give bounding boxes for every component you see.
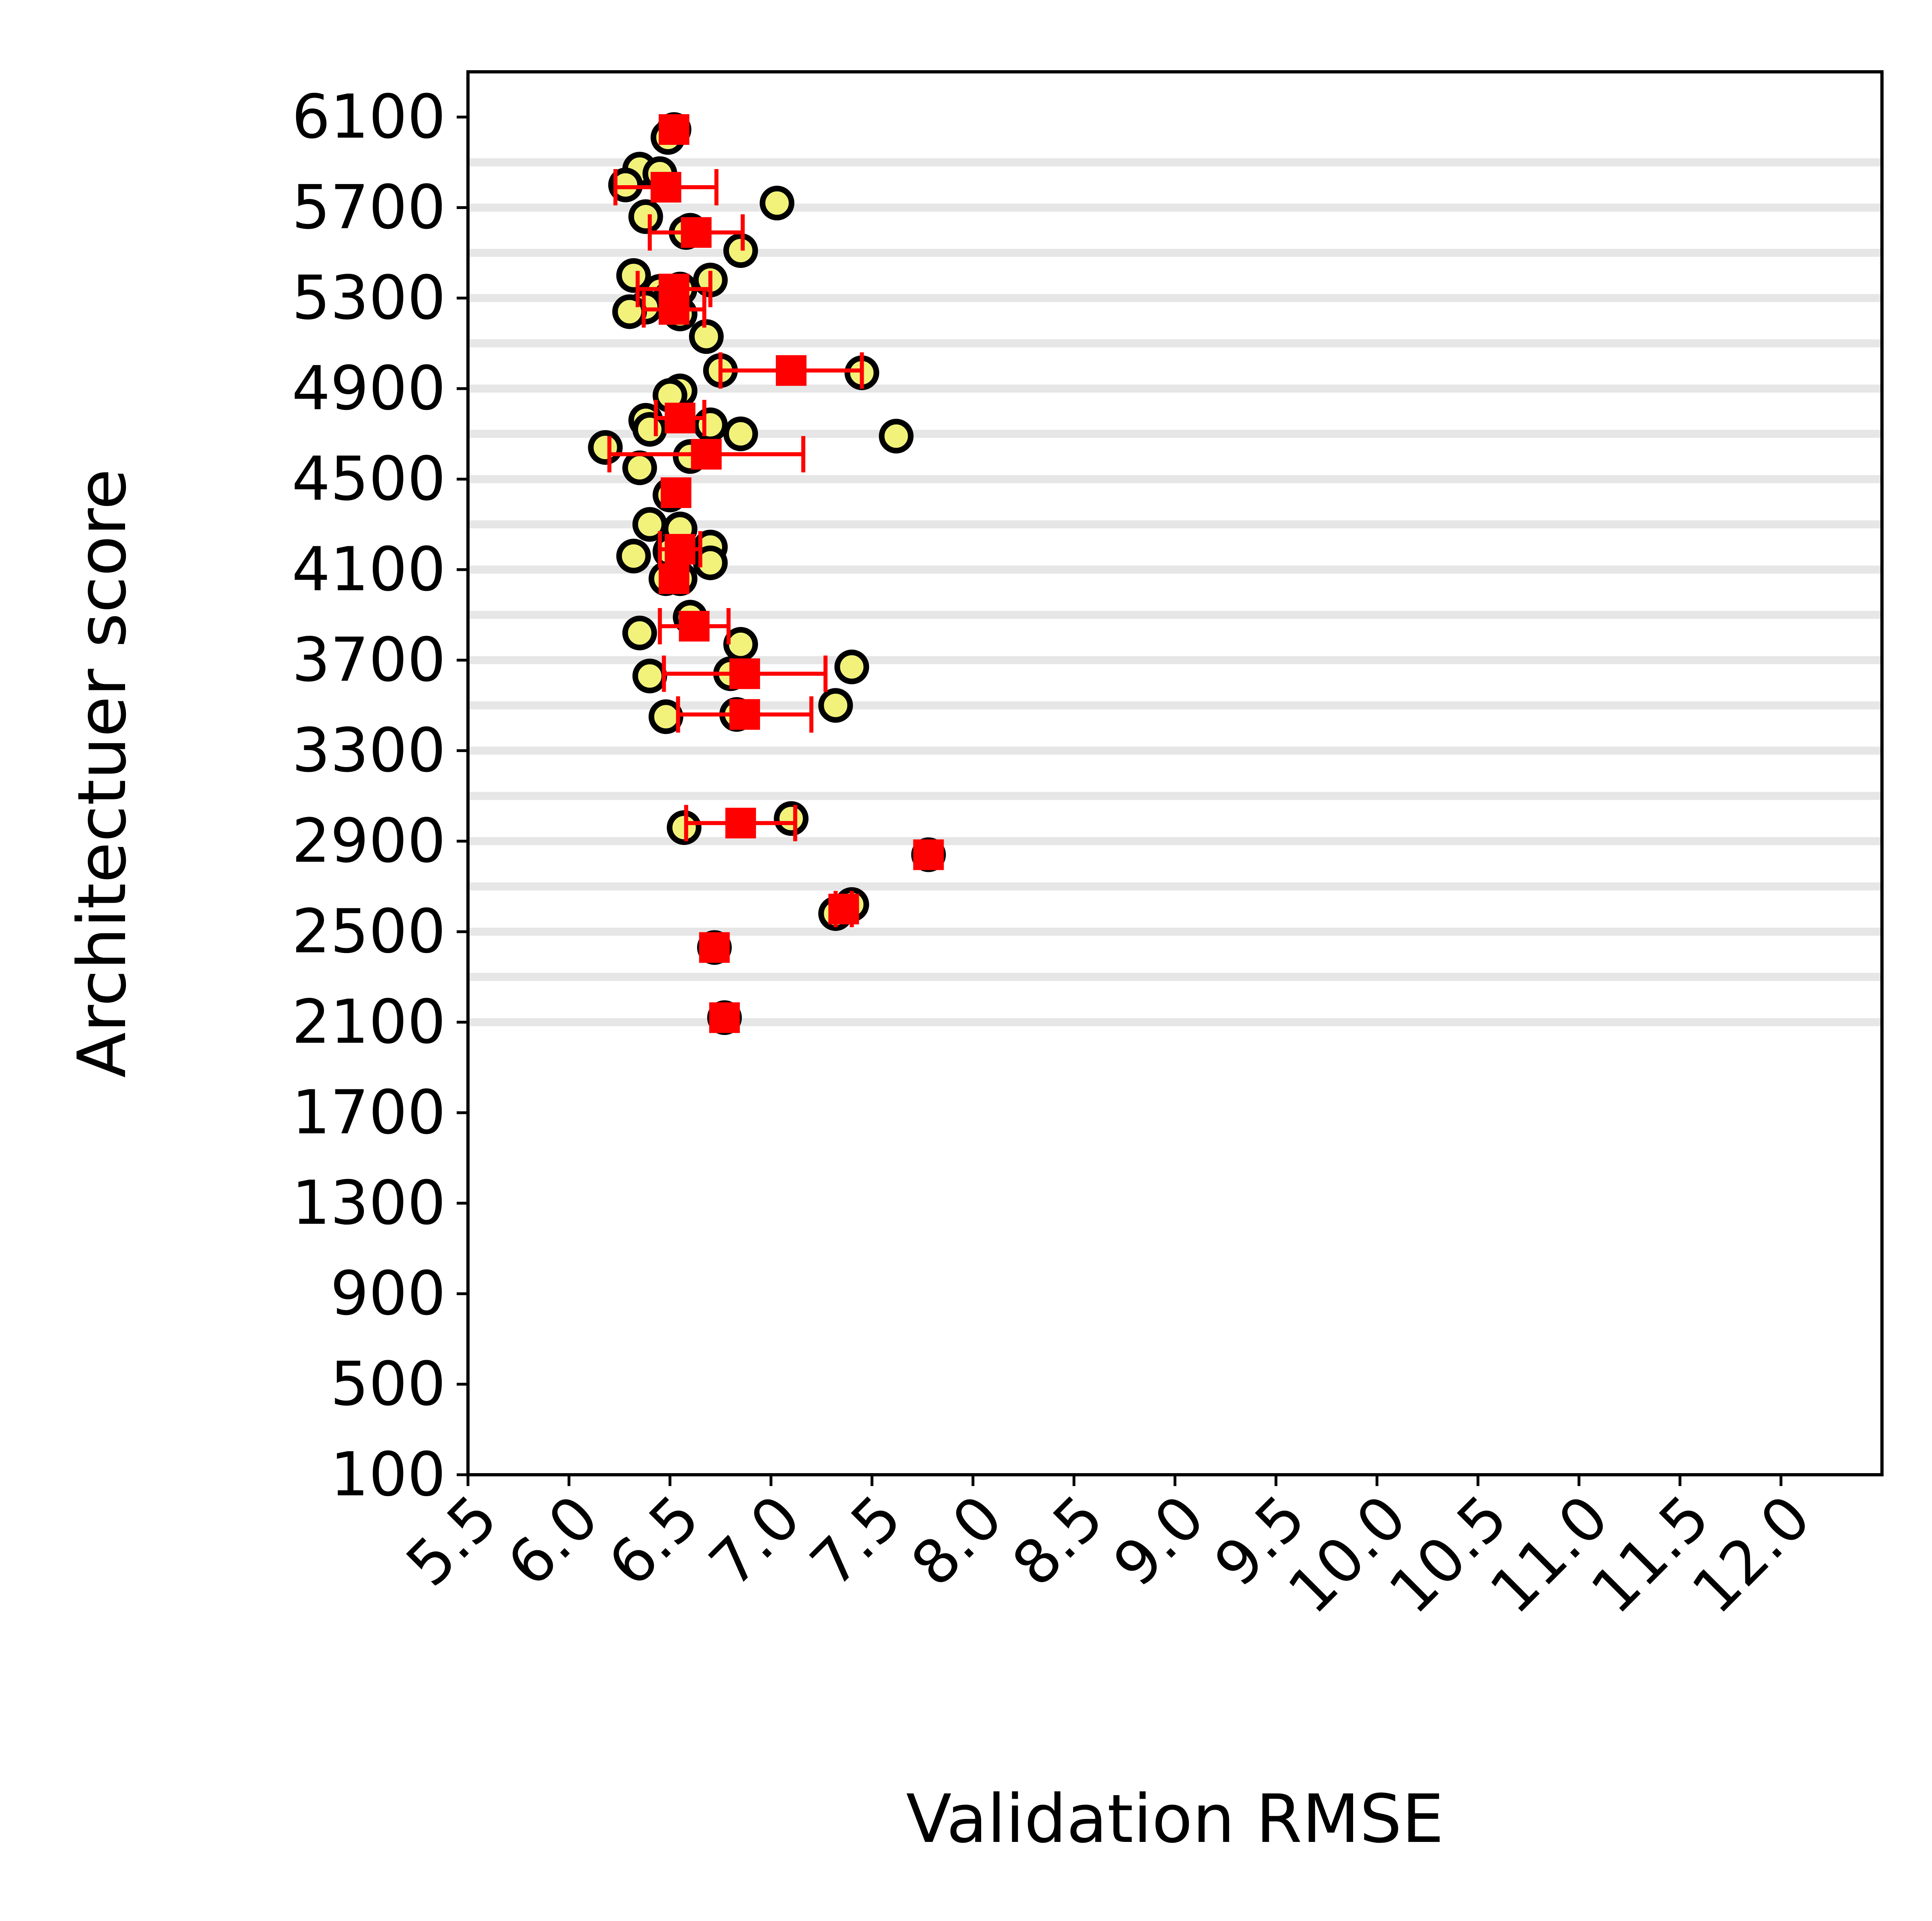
run-point — [760, 186, 795, 221]
mean-marker — [725, 807, 756, 838]
y-tick-label: 5700 — [292, 172, 446, 242]
run-point — [632, 658, 667, 694]
y-tick-label: 1300 — [292, 1168, 446, 1238]
y-tick-label: 4900 — [292, 353, 446, 424]
run-point — [693, 545, 728, 580]
mean-marker — [664, 534, 696, 565]
run-point — [612, 294, 647, 329]
run-point — [693, 407, 728, 442]
run-point — [622, 450, 657, 485]
run-point — [648, 699, 683, 734]
y-axis: 100 500 900 1300 1700 2100 2500 2900 3300 3700 410… — [292, 82, 468, 1510]
y-tick-label: 3700 — [292, 625, 446, 695]
mean-marker — [660, 477, 691, 508]
y-axis-label: Architectuer score — [63, 469, 141, 1078]
run-point — [628, 199, 663, 234]
x-axis-label: Validation RMSE — [906, 1780, 1444, 1858]
run-point — [818, 688, 853, 723]
mean-marker — [658, 114, 689, 145]
y-tick-label: 100 — [330, 1440, 446, 1510]
y-tick-label: 500 — [330, 1349, 446, 1419]
mean-marker — [699, 932, 730, 963]
mean-marker — [658, 563, 689, 594]
mean-marker — [650, 172, 681, 203]
mean-markers — [607, 114, 944, 1033]
y-tick-label: 4100 — [292, 535, 446, 605]
mean-marker — [729, 699, 760, 730]
run-point — [774, 801, 809, 836]
y-tick-label: 2100 — [292, 987, 446, 1057]
run-point — [608, 167, 643, 203]
run-point — [622, 615, 657, 650]
y-tick-label: 4500 — [292, 444, 446, 514]
run-point — [616, 258, 651, 293]
mean-marker — [913, 839, 944, 870]
mean-marker — [679, 610, 710, 642]
run-point — [723, 416, 758, 452]
mean-marker — [776, 355, 807, 386]
run-point — [879, 418, 914, 454]
mean-marker — [664, 403, 696, 434]
mean-marker — [681, 217, 712, 248]
run-point — [834, 649, 869, 684]
y-tick-label: 1700 — [292, 1078, 446, 1148]
mean-marker — [828, 893, 859, 924]
run-point — [588, 430, 623, 465]
y-tick-label: 2900 — [292, 806, 446, 876]
run-point — [689, 319, 724, 354]
y-tick-label: 3300 — [292, 715, 446, 786]
mean-marker — [658, 294, 689, 325]
mean-marker — [691, 439, 722, 470]
run-point — [666, 810, 702, 845]
y-tick-label: 6100 — [292, 82, 446, 152]
y-tick-label: 900 — [330, 1258, 446, 1329]
y-tick-label: 2500 — [292, 897, 446, 967]
mean-marker — [709, 1002, 740, 1033]
run-point — [616, 539, 651, 574]
run-point — [723, 233, 758, 268]
y-tick-label: 5300 — [292, 263, 446, 333]
mean-marker — [729, 658, 760, 689]
